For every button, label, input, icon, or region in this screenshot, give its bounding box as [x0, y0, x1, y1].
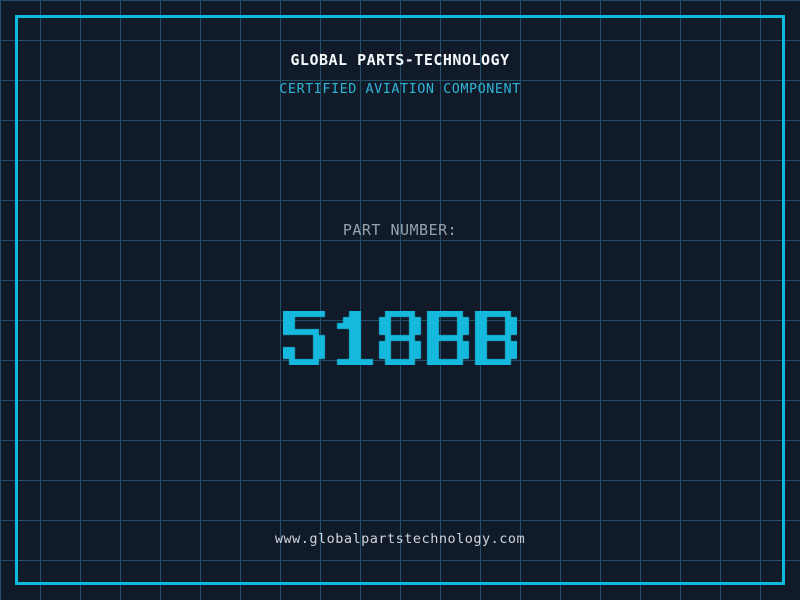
- website-url: www.globalpartstechnology.com: [274, 531, 526, 547]
- part-number-display: [283, 311, 517, 365]
- certification-subtitle: CERTIFIED AVIATION COMPONENT: [279, 81, 521, 97]
- part-number-text: 518BB: [419, 384, 420, 385]
- part-number-row: 518BB: [0, 273, 800, 422]
- company-title: GLOBAL PARTS-TECHNOLOGY: [290, 51, 510, 69]
- part-number-label: PART NUMBER:: [342, 221, 458, 239]
